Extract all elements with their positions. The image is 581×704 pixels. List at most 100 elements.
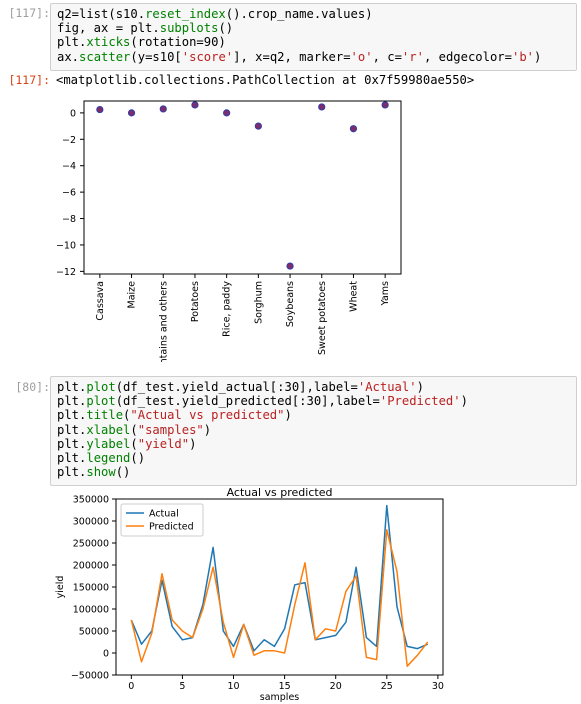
code-token: ) — [284, 408, 292, 423]
code-token: ( — [123, 408, 131, 423]
y-tick-label: −8 — [62, 214, 76, 225]
code-token: scatter — [79, 49, 131, 64]
code-token: 'r' — [401, 49, 424, 64]
y-tick-label: 350000 — [73, 495, 109, 506]
x-tick-label: Soybeans — [285, 281, 296, 327]
x-tick-label: Rice, paddy — [222, 281, 233, 337]
x-tick-label: 15 — [279, 681, 291, 692]
scatter-point — [381, 101, 389, 109]
x-tick-label: 0 — [128, 681, 134, 692]
x-axis-label: samples — [260, 692, 300, 702]
y-tick-label: 0 — [103, 649, 109, 660]
code-token: 'Predicted' — [379, 394, 461, 409]
code-line: plt.legend() — [57, 451, 570, 465]
scatter-point — [254, 122, 262, 130]
code-token: 'o' — [350, 49, 373, 64]
scatter-point — [318, 103, 326, 111]
code-line: plt.xlabel("samples") — [57, 423, 570, 437]
code-token: legend — [86, 450, 131, 465]
code-token: 'score' — [181, 49, 234, 64]
code-token: plt. — [57, 408, 87, 423]
code-token: show — [86, 465, 116, 480]
code-line: ax.scatter(y=s10['score'], x=q2, marker=… — [57, 50, 570, 64]
chart-title: Actual vs predicted — [227, 486, 333, 499]
x-tick-label: 20 — [330, 681, 342, 692]
code-token: () — [115, 465, 131, 480]
y-tick-label: −6 — [62, 188, 76, 199]
code-token: (rotation=90) — [130, 35, 226, 50]
code-token: plt. — [57, 380, 87, 394]
code-token: "yield" — [137, 436, 190, 451]
y-tick-label: −4 — [62, 161, 76, 172]
legend-label: Actual — [149, 509, 179, 520]
code-token: ( — [130, 436, 138, 451]
code-token: (y=s10[ — [130, 49, 182, 64]
code-token: xlabel — [86, 422, 131, 437]
line-chart: Actual vs predicted−50000050000100000150… — [55, 486, 444, 702]
code-token: ) — [203, 422, 212, 437]
cell-1-code-editor[interactable]: q2=list(s10.reset_index().crop_name.valu… — [50, 3, 577, 71]
y-tick-label: −12 — [56, 267, 76, 278]
y-tick-label: −2 — [62, 135, 76, 146]
code-token: ) — [416, 380, 424, 394]
code-token: 'Actual' — [357, 380, 417, 394]
cell-2-input-prompt: [80]: — [15, 380, 50, 394]
y-tick-label: 0 — [70, 108, 76, 119]
code-line: fig, ax = plt.subplots() — [57, 21, 570, 35]
code-line: plt.plot(df_test.yield_actual[:30],label… — [57, 380, 570, 394]
y-axis-label: yield — [55, 576, 66, 599]
y-tick-label: 250000 — [73, 539, 109, 550]
cell-1-input-prompt: [117]: — [8, 6, 50, 20]
scatter-chart: 0 −2 −4 −6 −8 −10 −12 Cassava Maize Plantains and… — [56, 100, 402, 362]
code-line: plt.plot(df_test.yield_predicted[:30],la… — [57, 394, 570, 408]
series-line-actual — [130, 504, 428, 652]
code-token: plt. — [57, 422, 87, 437]
x-tick-label: Potatoes — [190, 281, 201, 322]
x-tick-label: Cassava — [95, 281, 106, 321]
scatter-point — [191, 101, 199, 109]
series-line-predicted — [130, 529, 429, 667]
code-token: ().crop_name.values) — [225, 7, 373, 21]
code-token: "Actual vs predicted" — [130, 408, 285, 423]
code-token: plot — [86, 380, 116, 394]
code-token: plt. — [57, 450, 87, 465]
x-tick-label: 10 — [227, 681, 239, 692]
code-token: plt. — [57, 394, 87, 409]
code-token: , edgecolor= — [423, 49, 512, 64]
code-token: (df_test.yield_predicted[:30],label= — [115, 394, 380, 409]
scatter-point — [159, 105, 167, 113]
code-token: xticks — [86, 35, 131, 50]
scatter-point — [127, 109, 136, 117]
code-token: plt. — [57, 465, 87, 480]
cell-1-output-text: <matplotlib.collections.PathCollection a… — [56, 73, 475, 87]
code-token: plt. — [57, 436, 87, 451]
code-token: , c= — [372, 49, 402, 64]
code-token: () — [130, 450, 146, 465]
y-tick-label: 200000 — [73, 561, 109, 572]
code-token: ylabel — [86, 436, 131, 451]
code-token: ], x=q2, marker= — [233, 49, 351, 64]
y-tick-label: −50000 — [71, 671, 109, 682]
code-token: (df_test.yield_actual[:30],label= — [115, 380, 358, 394]
cell-1-output-prompt: [117]: — [8, 73, 50, 87]
y-tick-label: 150000 — [73, 583, 109, 594]
cell-2-code-editor[interactable]: plt.plot(df_test.yield_actual[:30],label… — [50, 376, 577, 486]
code-token: "samples" — [137, 422, 204, 437]
code-token: subplots — [159, 21, 219, 36]
code-token: 'b' — [512, 49, 535, 64]
code-token: ) — [189, 436, 197, 451]
x-tick-label: Sorghum — [253, 281, 264, 324]
y-tick-label: 50000 — [79, 627, 109, 638]
legend-box — [120, 503, 204, 537]
code-token: fig, ax = plt. — [57, 21, 160, 36]
x-tick-label: Yams — [380, 281, 391, 307]
y-tick-label: 100000 — [73, 605, 109, 616]
scatter-point — [349, 125, 358, 133]
code-token: reset_index — [145, 7, 226, 21]
code-line: plt.show() — [57, 465, 570, 479]
legend-label: Predicted — [149, 522, 194, 533]
code-line: plt.title("Actual vs predicted") — [57, 408, 570, 422]
y-tick-label: 300000 — [73, 517, 109, 528]
x-tick-label: Wheat — [348, 281, 359, 312]
scatter-point — [286, 262, 294, 270]
